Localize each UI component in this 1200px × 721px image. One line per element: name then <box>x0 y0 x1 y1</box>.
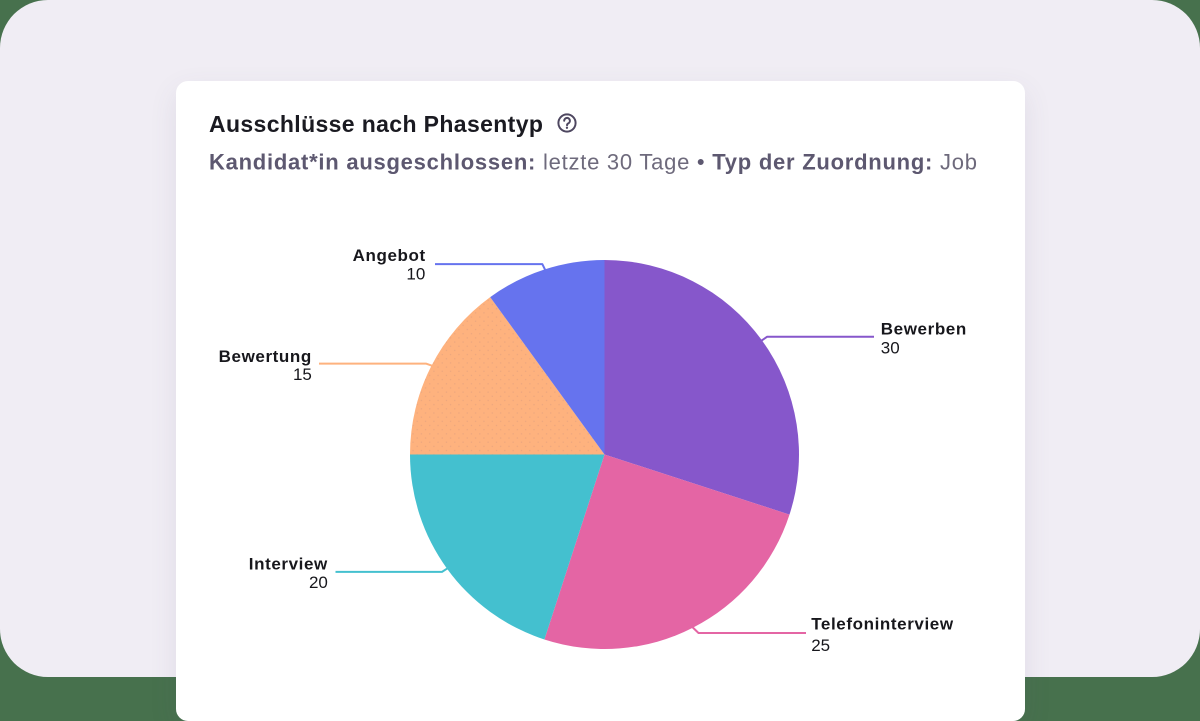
svg-text:Bewertung: Bewertung <box>219 347 312 366</box>
svg-text:10: 10 <box>406 264 425 283</box>
svg-text:30: 30 <box>881 338 900 357</box>
svg-text:Interview: Interview <box>249 554 328 573</box>
svg-text:Telefoninterview: Telefoninterview <box>811 615 954 634</box>
svg-text:25: 25 <box>811 636 830 655</box>
svg-text:Kandidat*in ausgeschlossen: le: Kandidat*in ausgeschlossen: letzte 30 Ta… <box>209 150 978 175</box>
svg-text:Bewerben: Bewerben <box>881 320 967 339</box>
svg-text:15: 15 <box>293 365 312 384</box>
svg-text:20: 20 <box>309 573 328 592</box>
svg-text:Angebot: Angebot <box>353 246 426 265</box>
svg-text:Ausschlüsse nach Phasentyp: Ausschlüsse nach Phasentyp <box>209 111 543 137</box>
